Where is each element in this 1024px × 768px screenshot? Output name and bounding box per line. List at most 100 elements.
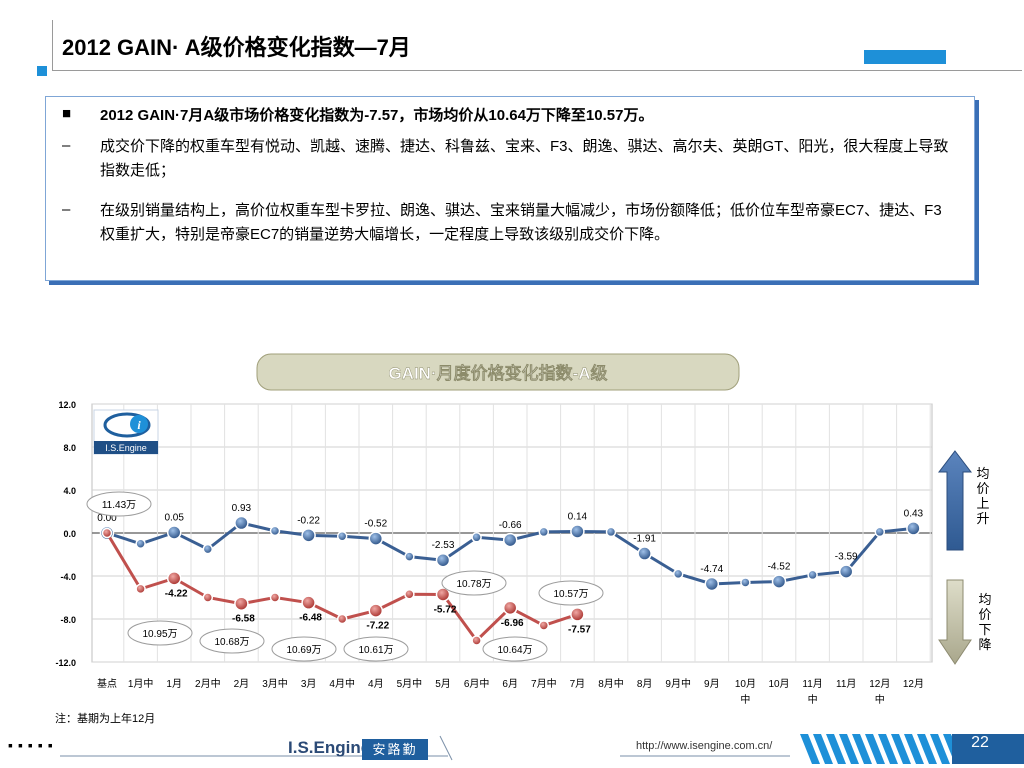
data-point [538,526,550,538]
data-point [202,543,214,555]
price-callout-label: 10.64万 [497,645,532,656]
price-callout-label: 10.68万 [214,637,249,648]
data-point [368,531,384,546]
data-label: 0.00 [97,513,117,524]
x-tick-label: 7月中 [531,677,557,690]
data-point [740,577,751,588]
price-down-arrow-icon [938,579,972,665]
data-point [234,515,249,531]
data-point [336,613,348,625]
data-label: -1.91 [633,534,656,545]
footer-url[interactable]: http://www.isengine.com.cn/ [636,740,773,752]
x-tick-label: 1月 [166,678,182,690]
summary-point-1: 成交价下降的权重车型有悦动、凯越、速腾、捷达、科鲁兹、宝来、F3、朗逸、骐达、高… [100,138,949,179]
data-label: -4.22 [165,588,188,599]
x-tick-label: 3月中 [262,677,288,690]
data-label: -2.53 [432,540,455,551]
x-tick-label: 基点 [97,677,117,690]
data-point [301,528,316,543]
x-tick-label: 2月中 [195,677,221,690]
dash-bullet-icon: – [62,201,71,218]
summary-box: ■ 2012 GAIN·7月A级市场价格变化指数为-7.57，市场均价从10.6… [45,96,975,281]
price-callout [271,636,337,662]
price-callout-label: 10.78万 [456,579,491,590]
x-tick-label: 5月 [435,678,451,690]
data-point [435,552,451,568]
price-callout-label: 10.69万 [286,645,321,656]
data-point [605,526,617,538]
data-point [368,603,384,618]
x-tick-label: 4月 [368,678,384,690]
title-accent-bar [864,50,946,64]
footer-dots: ▪▪▪▪▪ [8,737,58,753]
footer-brand: I.S.Engine [288,738,371,757]
price-callout [86,491,152,517]
data-point [404,589,415,600]
series-1: 0.00 0.05 0.93 -0.22 -0.52 -2.53 -0.66 0.14 -1.9… [97,503,924,592]
footer-brand-cn: 安路勤 [362,739,428,760]
y-tick-label: 0.0 [63,529,76,539]
y-tick-label: 8.0 [63,443,76,453]
chart-note: 注：基期为上年12月 [55,713,156,725]
data-point [906,521,921,536]
data-label: 0.93 [232,503,252,514]
price-callout [441,570,507,596]
x-tick-label: 10月中 [735,678,756,706]
data-point [704,576,720,592]
data-point [166,525,182,540]
square-bullet-icon: ■ [62,105,72,122]
data-point [838,564,854,579]
x-tick-label: 8月 [637,678,653,690]
y-tick-label: 4.0 [63,486,76,496]
price-callout [482,636,548,662]
price-callout-label: 10.95万 [142,629,177,640]
price-callout [343,636,409,662]
data-label: -0.52 [364,519,387,530]
x-tick-label: 6月中 [464,677,490,690]
data-label: 0.14 [568,511,588,522]
data-point [570,524,585,539]
data-point [301,595,316,610]
y-tick-label: 12.0 [58,400,76,410]
data-label: -0.22 [297,515,320,526]
grid [92,403,932,663]
data-label: -5.72 [434,604,457,615]
x-tick-label: 9月 [704,678,720,690]
data-point [807,569,818,581]
data-label: -4.74 [700,564,723,575]
title-divider [52,70,1022,71]
x-tick-label: 7月 [570,678,586,690]
data-label: -0.66 [499,520,522,531]
data-point [471,532,482,543]
data-label: -6.48 [299,613,322,624]
data-label: -7.22 [366,621,389,632]
data-point [538,620,550,631]
price-callout [199,628,265,654]
x-tick-label: 9月中 [665,677,691,690]
price-callout-label: 10.57万 [553,589,588,600]
y-tick-label: -12.0 [55,658,76,668]
data-point [101,527,113,539]
data-point [471,635,482,646]
price-down-label: 均价下降 [978,592,992,652]
price-callout-label: 11.43万 [102,500,136,511]
data-label: -6.96 [501,618,524,629]
data-point [202,592,214,603]
title-divider-vertical [52,20,53,70]
dash-bullet-icon: – [62,137,71,154]
price-up-label: 均价上升 [976,466,990,526]
data-point [672,568,684,580]
data-point [771,574,787,589]
x-tick-label: 4月中 [329,677,355,690]
data-point [502,600,518,616]
data-point [404,551,415,562]
footer-decoration [60,734,1024,764]
data-point [269,525,281,537]
x-tick-label: 3月 [301,678,317,690]
y-axis-ticks: 12.0 8.0 4.0 0.0 -4.0 -8.0 -12.0 [55,400,76,668]
data-label: 0.05 [164,512,184,523]
data-point [637,546,652,561]
page-title: 2012 GAIN· A级价格变化指数—7月 [62,35,411,60]
title-accent-square [37,66,47,76]
